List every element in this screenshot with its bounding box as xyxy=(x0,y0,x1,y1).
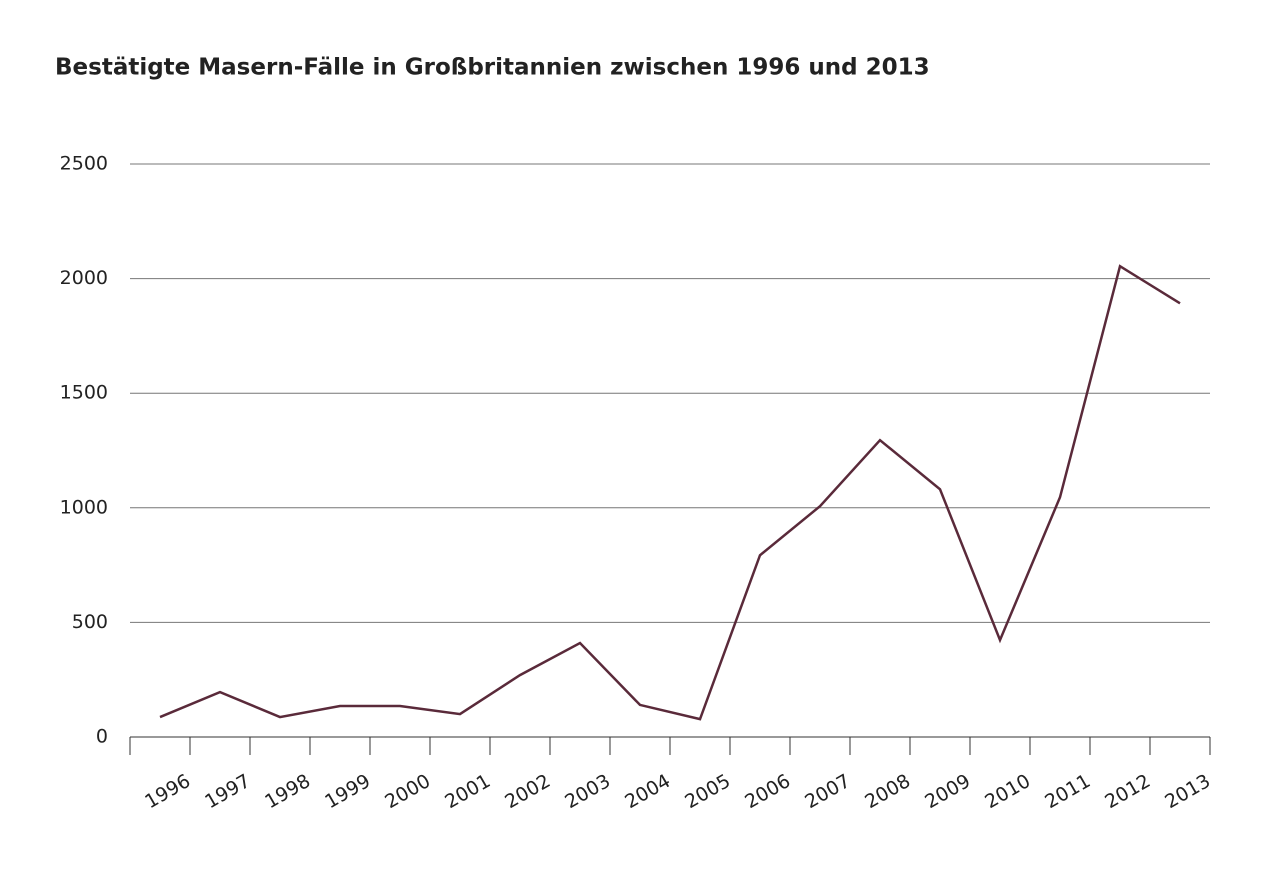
x-tick-label: 2011 xyxy=(1041,770,1094,813)
y-tick-label: 1500 xyxy=(60,382,108,404)
x-tick-label: 2012 xyxy=(1101,770,1154,813)
x-tick-label: 2002 xyxy=(501,770,554,813)
x-tick-label: 2010 xyxy=(981,770,1034,813)
y-tick-label: 0 xyxy=(96,726,108,748)
x-tick-label: 1997 xyxy=(201,770,254,813)
x-tick-label: 1998 xyxy=(261,770,314,813)
chart-title: Bestätigte Masern-Fälle in Großbritannie… xyxy=(55,55,930,81)
x-tick-label: 2007 xyxy=(801,770,854,813)
data-line xyxy=(159,264,1181,721)
x-tick-label: 2001 xyxy=(441,770,494,813)
x-tick-label: 2000 xyxy=(381,770,434,813)
x-tick-label: 2004 xyxy=(621,770,674,813)
y-tick-label: 2000 xyxy=(60,267,108,289)
x-tick-label: 2008 xyxy=(861,770,914,813)
y-tick-label: 1000 xyxy=(60,496,108,518)
x-tick-label: 2013 xyxy=(1161,770,1214,813)
y-tick-label: 500 xyxy=(72,611,108,633)
y-tick-label: 2500 xyxy=(60,153,108,175)
x-tick-label: 2009 xyxy=(921,770,974,813)
x-tick-label: 2006 xyxy=(741,770,794,813)
x-tick-label: 1996 xyxy=(141,770,194,813)
x-tick-label: 2003 xyxy=(561,770,614,813)
x-tick-label: 2005 xyxy=(681,770,734,813)
x-tick-label: 1999 xyxy=(321,770,374,813)
